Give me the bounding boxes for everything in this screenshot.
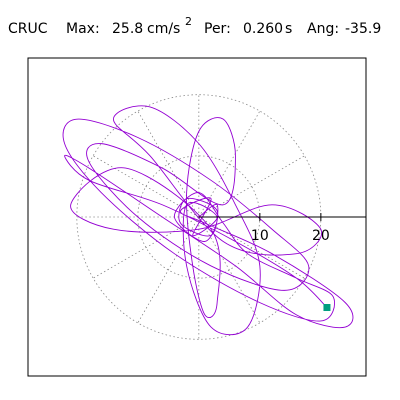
- spoke: [92, 155, 200, 218]
- x-tick-label: 20: [312, 228, 330, 244]
- max-label: Max:: [66, 21, 100, 37]
- ang-label: Ang:: [307, 21, 339, 37]
- ang-value: -35.9: [345, 21, 381, 37]
- spoke: [198, 216, 305, 279]
- x-tick-label: 10: [251, 228, 269, 244]
- orbit-line: [62, 105, 354, 336]
- max-unit: cm/s: [147, 21, 180, 37]
- end-marker: [323, 304, 331, 312]
- max-value: 25.8: [112, 21, 143, 37]
- per-unit: s: [285, 21, 292, 37]
- spoke: [198, 216, 261, 324]
- per-value: 0.260: [243, 21, 283, 37]
- per-label: Per:: [204, 21, 231, 37]
- plot-area: 10 20: [62, 94, 366, 340]
- spoke: [137, 110, 200, 218]
- spoke: [198, 155, 305, 218]
- station: CRUC: [8, 21, 48, 37]
- max-unit-sup: 2: [185, 15, 192, 28]
- spoke: [198, 110, 261, 218]
